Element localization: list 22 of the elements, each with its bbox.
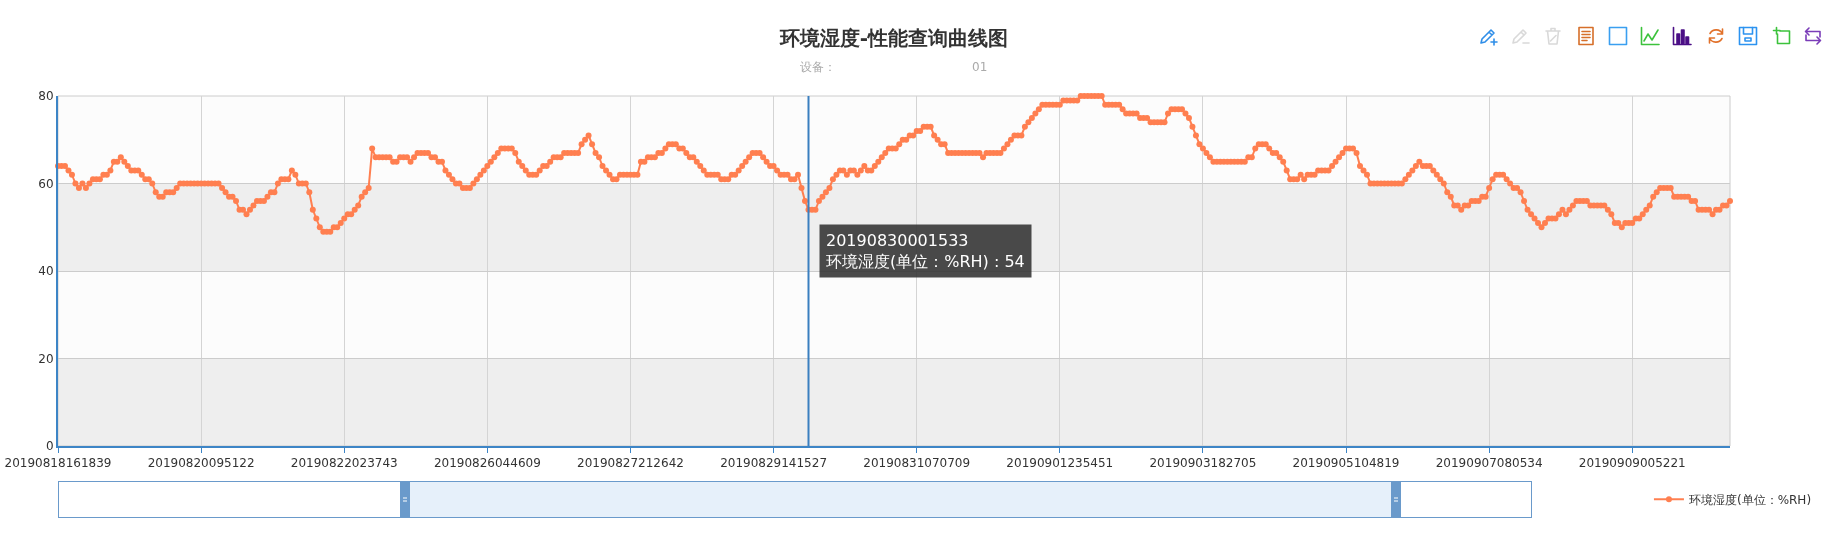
x-tick-label: 20190822023743 bbox=[290, 456, 398, 471]
x-tick-label: 20190903182705 bbox=[1149, 456, 1257, 471]
legend-label: 环境湿度(单位：%RH) bbox=[1688, 492, 1812, 507]
x-tick-label: 20190831070709 bbox=[863, 456, 971, 471]
y-tick-label: 60 bbox=[38, 176, 54, 191]
x-tick-label: 20190829141527 bbox=[720, 456, 828, 471]
y-tick-label: 20 bbox=[38, 351, 54, 366]
x-tick-label: 20190827212642 bbox=[577, 456, 684, 471]
y-tick-label: 0 bbox=[45, 439, 54, 454]
chart-subtitle: 设备： bbox=[800, 60, 836, 74]
x-tick-label: 20190818161839 bbox=[4, 456, 112, 471]
x-tick-label: 20190820095122 bbox=[147, 456, 255, 471]
y-tick-label: 40 bbox=[38, 264, 54, 279]
annotation: 20190830001533 环境湿度(单位：%RH) : 54 bbox=[826, 231, 1025, 271]
chart-title: 环境湿度-性能查询曲线图 bbox=[778, 25, 1009, 50]
x-tick-label: 20190901235451 bbox=[1006, 456, 1114, 471]
x-tick-label: 20190907080534 bbox=[1435, 456, 1543, 471]
x-tick-label: 20190826044609 bbox=[433, 456, 541, 471]
text: 01 bbox=[972, 60, 988, 74]
y-tick-label: 80 bbox=[38, 89, 54, 104]
x-tick-label: 20190909005221 bbox=[1578, 456, 1686, 471]
x-tick-label: 20190905104819 bbox=[1292, 456, 1400, 471]
